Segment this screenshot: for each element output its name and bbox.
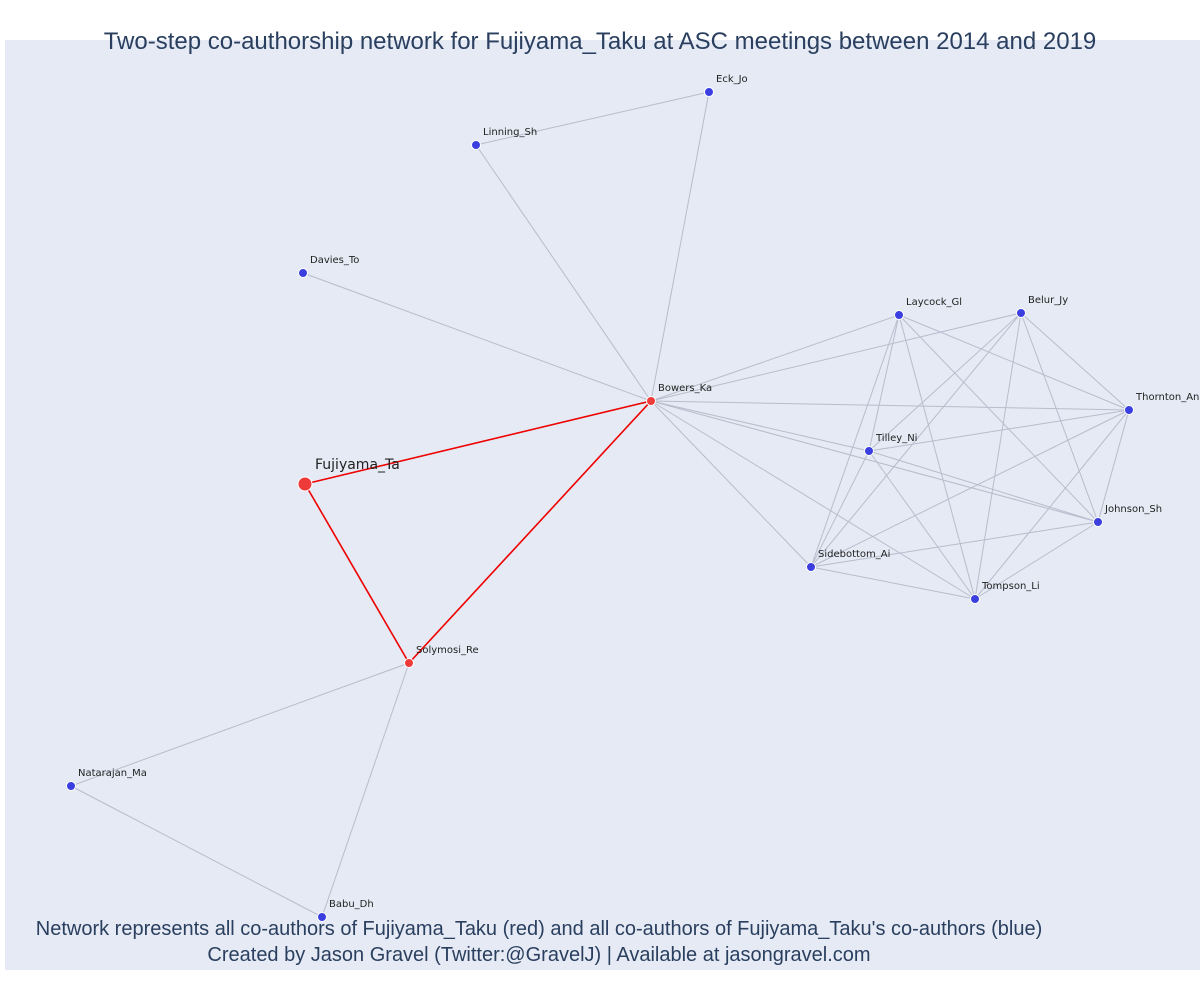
node-Natarajan_Ma[interactable] bbox=[66, 781, 76, 791]
edge-Belur_Jy-Tilley_Ni bbox=[868, 312, 1022, 452]
node-Tompson_Li[interactable] bbox=[970, 594, 980, 604]
node-Davies_To[interactable] bbox=[298, 268, 308, 278]
node-Fujiyama_Ta[interactable] bbox=[297, 476, 313, 492]
edge-Eck_Jo-Linning_Sh bbox=[475, 91, 710, 146]
edge-Johnson_Sh-Sidebottom_Ai bbox=[810, 521, 1099, 568]
edge-Tilley_Ni-Johnson_Sh bbox=[868, 450, 1099, 523]
edge-Bowers_Ka-Johnson_Sh bbox=[650, 400, 1099, 523]
caption-description: Network represents all co-authors of Fuj… bbox=[35, 918, 1043, 940]
edge-Belur_Jy-Thornton_An bbox=[1020, 312, 1130, 411]
edge-Fujiyama_Ta-Bowers_Ka bbox=[304, 400, 652, 485]
nodes-layer bbox=[66, 87, 1134, 922]
node-label-Tompson_Li: Tompson_Li bbox=[981, 581, 1040, 592]
node-Babu_Dh[interactable] bbox=[317, 912, 327, 922]
node-Johnson_Sh[interactable] bbox=[1093, 517, 1103, 527]
edge-Thornton_An-Tompson_Li bbox=[974, 409, 1130, 600]
edge-Laycock_Gl-Thornton_An bbox=[898, 314, 1130, 411]
node-Tilley_Ni[interactable] bbox=[864, 446, 874, 456]
edge-Johnson_Sh-Tompson_Li bbox=[974, 521, 1099, 600]
node-label-Tilley_Ni: Tilley_Ni bbox=[875, 433, 917, 444]
edge-Fujiyama_Ta-Solymosi_Re bbox=[304, 483, 410, 664]
node-label-Belur_Jy: Belur_Jy bbox=[1028, 295, 1068, 306]
edge-Sidebottom_Ai-Tompson_Li bbox=[810, 566, 976, 600]
chart-title: Two-step co-authorship network for Fujiy… bbox=[103, 28, 1097, 55]
node-label-Linning_Sh: Linning_Sh bbox=[483, 127, 537, 138]
edge-Bowers_Ka-Tilley_Ni bbox=[650, 400, 870, 452]
node-Thornton_An[interactable] bbox=[1124, 405, 1134, 415]
node-label-Natarajan_Ma: Natarajan_Ma bbox=[78, 768, 147, 779]
edge-Bowers_Ka-Laycock_Gl bbox=[650, 314, 900, 402]
edge-Thornton_An-Sidebottom_Ai bbox=[810, 409, 1130, 568]
node-Bowers_Ka[interactable] bbox=[646, 396, 656, 406]
node-label-Fujiyama_Ta: Fujiyama_Ta bbox=[315, 457, 400, 473]
edge-Solymosi_Re-Natarajan_Ma bbox=[70, 662, 410, 787]
node-label-Bowers_Ka: Bowers_Ka bbox=[658, 383, 712, 394]
node-label-Eck_Jo: Eck_Jo bbox=[716, 74, 748, 85]
node-label-Davies_To: Davies_To bbox=[310, 255, 359, 266]
edge-Laycock_Gl-Tompson_Li bbox=[898, 314, 976, 600]
edge-Bowers_Ka-Solymosi_Re bbox=[408, 400, 652, 664]
node-label-Thornton_An: Thornton_An bbox=[1135, 392, 1199, 403]
edge-Belur_Jy-Johnson_Sh bbox=[1020, 312, 1099, 523]
node-Eck_Jo[interactable] bbox=[704, 87, 714, 97]
node-label-Sidebottom_Ai: Sidebottom_Ai bbox=[818, 549, 890, 560]
labels-layer: Fujiyama_Ta Bowers_Ka Solymosi_Re Eck_Jo Lin… bbox=[78, 74, 1199, 910]
edge-Bowers_Ka-Thornton_An bbox=[650, 400, 1130, 411]
node-Laycock_Gl[interactable] bbox=[894, 310, 904, 320]
edge-Thornton_An-Tilley_Ni bbox=[868, 409, 1130, 452]
edge-Belur_Jy-Sidebottom_Ai bbox=[810, 312, 1022, 568]
edge-Bowers_Ka-Sidebottom_Ai bbox=[650, 400, 812, 568]
edge-Belur_Jy-Tompson_Li bbox=[974, 312, 1022, 600]
edge-Laycock_Gl-Johnson_Sh bbox=[898, 314, 1099, 523]
edge-Bowers_Ka-Eck_Jo bbox=[650, 91, 710, 402]
edge-Bowers_Ka-Belur_Jy bbox=[650, 312, 1022, 402]
edge-Natarajan_Ma-Babu_Dh bbox=[70, 785, 323, 918]
edge-Thornton_An-Johnson_Sh bbox=[1097, 409, 1130, 523]
node-label-Solymosi_Re: Solymosi_Re bbox=[416, 645, 479, 656]
node-label-Babu_Dh: Babu_Dh bbox=[329, 899, 374, 910]
edge-Tilley_Ni-Tompson_Li bbox=[868, 450, 976, 600]
node-Belur_Jy[interactable] bbox=[1016, 308, 1026, 318]
plot-area bbox=[5, 40, 1200, 970]
edge-Tilley_Ni-Sidebottom_Ai bbox=[810, 450, 870, 568]
edge-Laycock_Gl-Sidebottom_Ai bbox=[810, 314, 900, 568]
node-Sidebottom_Ai[interactable] bbox=[806, 562, 816, 572]
edge-Laycock_Gl-Tilley_Ni bbox=[868, 314, 900, 452]
node-label-Laycock_Gl: Laycock_Gl bbox=[906, 297, 962, 308]
node-label-Johnson_Sh: Johnson_Sh bbox=[1104, 504, 1162, 515]
edge-Bowers_Ka-Linning_Sh bbox=[475, 144, 652, 402]
edge-Bowers_Ka-Tompson_Li bbox=[650, 400, 976, 600]
edge-Solymosi_Re-Babu_Dh bbox=[321, 662, 410, 918]
edge-Bowers_Ka-Davies_To bbox=[302, 272, 652, 402]
caption-credit: Created by Jason Gravel (Twitter:@Gravel… bbox=[207, 944, 871, 966]
node-Linning_Sh[interactable] bbox=[471, 140, 481, 150]
edges-layer bbox=[70, 91, 1130, 918]
node-Solymosi_Re[interactable] bbox=[404, 658, 414, 668]
